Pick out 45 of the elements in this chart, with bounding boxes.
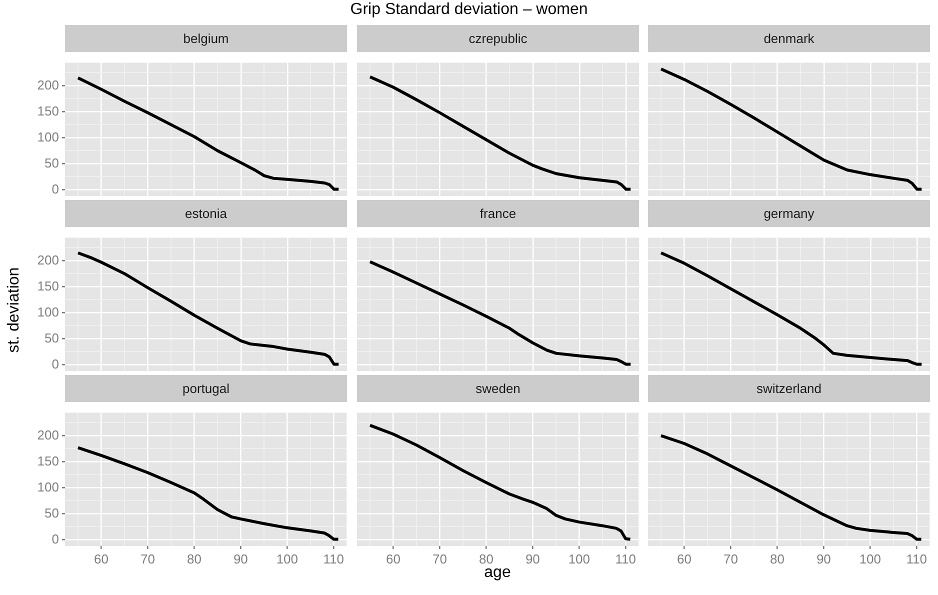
x-tick-label: 70 [140,551,155,566]
x-tick-label: 80 [478,551,494,566]
y-tick-label: 200 [37,252,59,268]
text: Grip Standard deviation – women [349,1,589,19]
y-tick-label: 100 [37,304,59,320]
y-tick-label: 50 [44,505,59,520]
chart-title: denmark [648,25,930,52]
x-tick-label: 60 [386,551,400,566]
y-tick-label: 0 [52,531,59,546]
x-tick-label: 100 [568,551,590,566]
x-axis-title: age [484,564,511,581]
x-tick-label: 110 [615,551,636,566]
chart-title: estonia [65,200,347,227]
y-tick-label: 50 [44,330,59,346]
x-tick-label: 60 [677,551,692,566]
chart-title: czrepublic [357,25,639,52]
x-tick-label: 100 [859,551,882,566]
y-axis-title: st. deviation [5,267,24,353]
x-tick-label: 90 [233,551,248,566]
y-tick-label: 200 [37,427,59,442]
y-tick-label: 50 [44,155,59,170]
y-tick-label: 0 [52,356,59,372]
y-tick-label: 150 [37,103,59,118]
chart-title: sweden [357,375,639,402]
y-tick-label: 0 [52,181,59,196]
x-tick-label: 90 [816,551,831,566]
y-tick-label: 200 [37,77,59,92]
x-tick-label: 70 [432,551,447,566]
x-tick-label: 80 [186,551,202,566]
chart-title: germany [648,200,930,227]
chart-title: portugal [65,375,347,402]
y-tick-label: 150 [37,278,59,294]
chart-title: france [357,200,639,227]
x-tick-label: 90 [525,551,540,566]
y-tick-label: 100 [37,129,59,144]
x-tick-label: 70 [723,551,738,566]
x-tick-label: 100 [276,551,298,566]
chart-title: switzerland [648,375,930,402]
chart-title: belgium [65,25,347,52]
x-tick-label: 60 [94,551,108,566]
x-tick-label: 80 [770,551,784,566]
x-tick-label: 110 [906,551,928,566]
y-tick-label: 100 [37,479,59,494]
y-tick-label: 150 [37,453,59,468]
x-tick-label: 110 [323,551,344,566]
